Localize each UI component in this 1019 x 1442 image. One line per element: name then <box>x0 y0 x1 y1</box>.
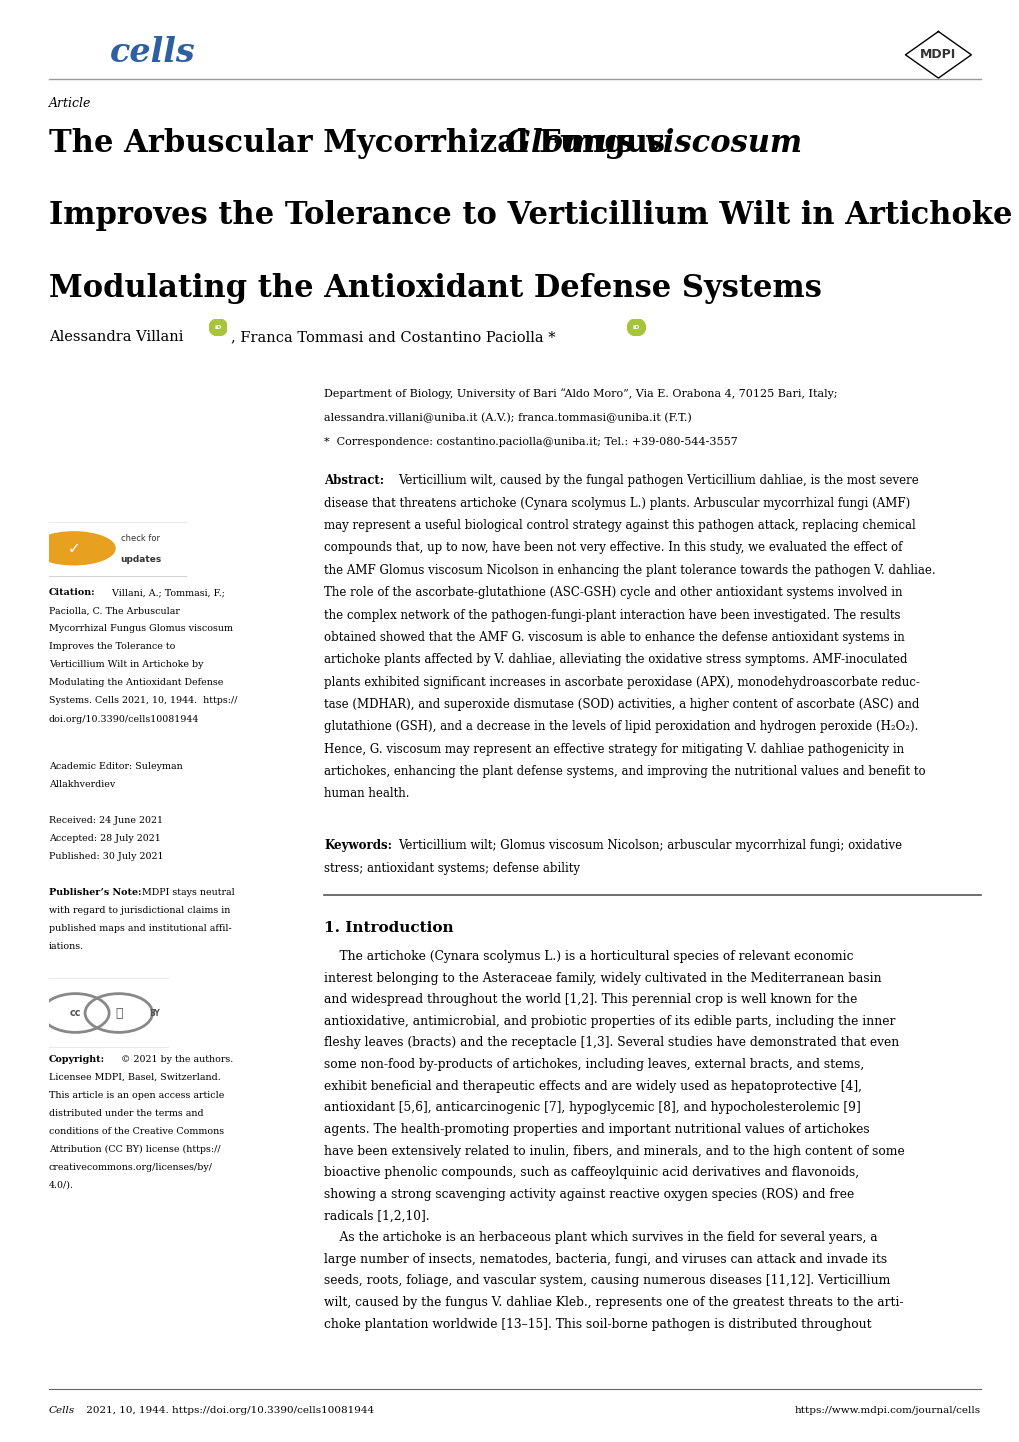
Text: with regard to jurisdictional claims in: with regard to jurisdictional claims in <box>49 907 230 916</box>
Text: © 2021 by the authors.: © 2021 by the authors. <box>118 1056 233 1064</box>
FancyBboxPatch shape <box>48 522 187 577</box>
Text: Citation:: Citation: <box>49 588 96 597</box>
Text: Accepted: 28 July 2021: Accepted: 28 July 2021 <box>49 833 161 844</box>
Text: , Franca Tommasi and Costantino Paciolla *: , Franca Tommasi and Costantino Paciolla… <box>230 330 554 345</box>
Text: Verticillium wilt; Glomus viscosum Nicolson; arbuscular mycorrhizal fungi; oxida: Verticillium wilt; Glomus viscosum Nicol… <box>397 839 901 852</box>
Text: iations.: iations. <box>49 943 84 952</box>
Text: Systems. Cells 2021, 10, 1944.  https://: Systems. Cells 2021, 10, 1944. https:// <box>49 696 237 705</box>
Text: iD: iD <box>632 324 640 330</box>
Text: 2021, 10, 1944. https://doi.org/10.3390/cells10081944: 2021, 10, 1944. https://doi.org/10.3390/… <box>83 1406 373 1415</box>
Text: *  Correspondence: costantino.paciolla@uniba.it; Tel.: +39-080-544-3557: * Correspondence: costantino.paciolla@un… <box>324 437 738 447</box>
Text: showing a strong scavenging activity against reactive oxygen species (ROS) and f: showing a strong scavenging activity aga… <box>324 1188 854 1201</box>
Text: exhibit beneficial and therapeutic effects and are widely used as hepatoprotecti: exhibit beneficial and therapeutic effec… <box>324 1080 861 1093</box>
Text: Villani, A.; Tommasi, F.;: Villani, A.; Tommasi, F.; <box>109 588 225 597</box>
Text: glutathione (GSH), and a decrease in the levels of lipid peroxidation and hydrog: glutathione (GSH), and a decrease in the… <box>324 721 918 734</box>
FancyBboxPatch shape <box>48 978 170 1048</box>
Text: Mycorrhizal Fungus Glomus viscosum: Mycorrhizal Fungus Glomus viscosum <box>49 624 232 633</box>
Circle shape <box>627 319 645 336</box>
Text: Modulating the Antioxidant Defense: Modulating the Antioxidant Defense <box>49 679 223 688</box>
Text: creativecommons.org/licenses/by/: creativecommons.org/licenses/by/ <box>49 1162 213 1172</box>
Text: Improves the Tolerance to Verticillium Wilt in Artichoke by: Improves the Tolerance to Verticillium W… <box>49 200 1019 231</box>
Text: large number of insects, nematodes, bacteria, fungi, and viruses can attack and : large number of insects, nematodes, bact… <box>324 1253 887 1266</box>
Text: https://www.mdpi.com/journal/cells: https://www.mdpi.com/journal/cells <box>795 1406 980 1415</box>
Text: compounds that, up to now, have been not very effective. In this study, we evalu: compounds that, up to now, have been not… <box>324 542 902 555</box>
Text: Received: 24 June 2021: Received: 24 June 2021 <box>49 816 163 825</box>
Text: Modulating the Antioxidant Defense Systems: Modulating the Antioxidant Defense Syste… <box>49 273 821 303</box>
Text: doi.org/10.3390/cells10081944: doi.org/10.3390/cells10081944 <box>49 715 199 724</box>
Text: MDPI: MDPI <box>919 48 956 62</box>
Text: and widespread throughout the world [1,2]. This perennial crop is well known for: and widespread throughout the world [1,2… <box>324 994 857 1007</box>
Text: Department of Biology, University of Bari “Aldo Moro”, Via E. Orabona 4, 70125 B: Department of Biology, University of Bar… <box>324 388 838 398</box>
Text: Academic Editor: Suleyman: Academic Editor: Suleyman <box>49 761 182 771</box>
Text: stress; antioxidant systems; defense ability: stress; antioxidant systems; defense abi… <box>324 862 580 875</box>
Text: Cells: Cells <box>49 1406 75 1415</box>
Text: the complex network of the pathogen-fungi-plant interaction have been investigat: the complex network of the pathogen-fung… <box>324 609 900 622</box>
Text: The artichoke (Cynara scolymus L.) is a horticultural species of relevant econom: The artichoke (Cynara scolymus L.) is a … <box>324 950 853 963</box>
Text: agents. The health-promoting properties and important nutritional values of arti: agents. The health-promoting properties … <box>324 1123 869 1136</box>
Text: ✓: ✓ <box>67 541 81 555</box>
Circle shape <box>33 532 115 565</box>
Text: Keywords:: Keywords: <box>324 839 392 852</box>
Text: ⓑ: ⓑ <box>115 1007 122 1019</box>
Text: seeds, roots, foliage, and vascular system, causing numerous diseases [11,12]. V: seeds, roots, foliage, and vascular syst… <box>324 1275 890 1288</box>
Text: Verticillium Wilt in Artichoke by: Verticillium Wilt in Artichoke by <box>49 660 203 669</box>
Text: Publisher’s Note:: Publisher’s Note: <box>49 888 142 897</box>
Text: obtained showed that the AMF G. viscosum is able to enhance the defense antioxid: obtained showed that the AMF G. viscosum… <box>324 632 904 645</box>
Text: distributed under the terms and: distributed under the terms and <box>49 1109 204 1118</box>
Text: the AMF Glomus viscosum Nicolson in enhancing the plant tolerance towards the pa: the AMF Glomus viscosum Nicolson in enha… <box>324 564 935 577</box>
Text: bioactive phenolic compounds, such as caffeoylquinic acid derivatives and flavon: bioactive phenolic compounds, such as ca… <box>324 1167 859 1180</box>
Text: The Arbuscular Mycorrhizal Fungus: The Arbuscular Mycorrhizal Fungus <box>49 128 675 159</box>
Text: artichokes, enhancing the plant defense systems, and improving the nutritional v: artichokes, enhancing the plant defense … <box>324 766 925 779</box>
Text: antioxidative, antimicrobial, and probiotic properties of its edible parts, incl: antioxidative, antimicrobial, and probio… <box>324 1015 895 1028</box>
Text: Published: 30 July 2021: Published: 30 July 2021 <box>49 852 163 861</box>
Text: Article: Article <box>49 97 92 110</box>
Text: choke plantation worldwide [13–15]. This soil-borne pathogen is distributed thro: choke plantation worldwide [13–15]. This… <box>324 1318 871 1331</box>
Text: Alessandra Villani: Alessandra Villani <box>49 330 183 345</box>
Text: published maps and institutional affil-: published maps and institutional affil- <box>49 924 231 933</box>
Circle shape <box>84 50 89 55</box>
Text: radicals [1,2,10].: radicals [1,2,10]. <box>324 1210 430 1223</box>
Text: artichoke plants affected by V. dahliae, alleviating the oxidative stress sympto: artichoke plants affected by V. dahliae,… <box>324 653 907 666</box>
Circle shape <box>75 63 81 66</box>
Text: Hence, G. viscosum may represent an effective strategy for mitigating V. dahliae: Hence, G. viscosum may represent an effe… <box>324 743 904 756</box>
Text: wilt, caused by the fungus V. dahliae Kleb., represents one of the greatest thre: wilt, caused by the fungus V. dahliae Kl… <box>324 1296 903 1309</box>
Text: Copyright:: Copyright: <box>49 1056 105 1064</box>
Circle shape <box>62 59 67 63</box>
Text: Allakhverdiev: Allakhverdiev <box>49 780 115 789</box>
Text: conditions of the Creative Commons: conditions of the Creative Commons <box>49 1128 224 1136</box>
Text: alessandra.villani@uniba.it (A.V.); franca.tommasi@uniba.it (F.T.): alessandra.villani@uniba.it (A.V.); fran… <box>324 412 692 423</box>
Circle shape <box>209 319 227 336</box>
Text: The role of the ascorbate-glutathione (ASC-GSH) cycle and other antioxidant syst: The role of the ascorbate-glutathione (A… <box>324 587 902 600</box>
Text: interest belonging to the Asteraceae family, widely cultivated in the Mediterran: interest belonging to the Asteraceae fam… <box>324 972 881 985</box>
Text: MDPI stays neutral: MDPI stays neutral <box>139 888 234 897</box>
Text: human health.: human health. <box>324 787 410 800</box>
Circle shape <box>81 43 86 46</box>
Text: check for: check for <box>120 534 159 544</box>
Text: Paciolla, C. The Arbuscular: Paciolla, C. The Arbuscular <box>49 606 179 616</box>
Text: have been extensively related to inulin, fibers, and minerals, and to the high c: have been extensively related to inulin,… <box>324 1145 904 1158</box>
Text: antioxidant [5,6], anticarcinogenic [7], hypoglycemic [8], and hypocholesterolem: antioxidant [5,6], anticarcinogenic [7],… <box>324 1102 860 1115</box>
Text: cc: cc <box>69 1008 82 1018</box>
Text: Licensee MDPI, Basel, Switzerland.: Licensee MDPI, Basel, Switzerland. <box>49 1073 220 1082</box>
Text: 1. Introduction: 1. Introduction <box>324 921 453 934</box>
Text: BY: BY <box>150 1008 160 1018</box>
Text: tase (MDHAR), and superoxide dismutase (SOD) activities, a higher content of asc: tase (MDHAR), and superoxide dismutase (… <box>324 698 919 711</box>
Text: Verticillium wilt, caused by the fungal pathogen Verticillium dahliae, is the mo: Verticillium wilt, caused by the fungal … <box>397 474 918 487</box>
Text: As the artichoke is an herbaceous plant which survives in the field for several : As the artichoke is an herbaceous plant … <box>324 1231 877 1244</box>
Text: cells: cells <box>110 36 196 69</box>
Text: Abstract:: Abstract: <box>324 474 384 487</box>
Text: plants exhibited significant increases in ascorbate peroxidase (APX), monodehydr: plants exhibited significant increases i… <box>324 676 919 689</box>
Text: updates: updates <box>120 555 162 564</box>
Text: Glomus viscosum: Glomus viscosum <box>504 128 801 159</box>
Text: iD: iD <box>214 324 222 330</box>
Text: Improves the Tolerance to: Improves the Tolerance to <box>49 643 175 652</box>
Text: Attribution (CC BY) license (https://: Attribution (CC BY) license (https:// <box>49 1145 220 1154</box>
Text: 4.0/).: 4.0/). <box>49 1181 74 1190</box>
Text: This article is an open access article: This article is an open access article <box>49 1092 224 1100</box>
Text: may represent a useful biological control strategy against this pathogen attack,: may represent a useful biological contro… <box>324 519 915 532</box>
Text: some non-food by-products of artichokes, including leaves, external bracts, and : some non-food by-products of artichokes,… <box>324 1058 864 1071</box>
Text: disease that threatens artichoke (Cynara scolymus L.) plants. Arbuscular mycorrh: disease that threatens artichoke (Cynara… <box>324 497 910 510</box>
Text: fleshy leaves (bracts) and the receptacle [1,3]. Several studies have demonstrat: fleshy leaves (bracts) and the receptacl… <box>324 1037 899 1050</box>
Circle shape <box>65 46 70 49</box>
